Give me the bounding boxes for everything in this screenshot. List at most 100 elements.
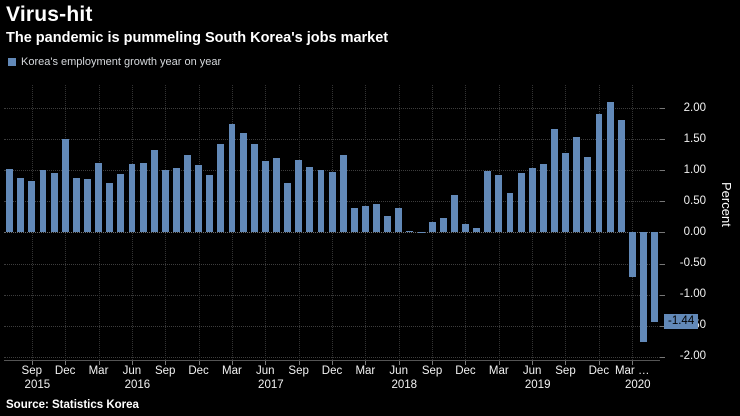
- plot-area: [4, 85, 660, 361]
- y-tick-label: 0.50: [683, 194, 706, 207]
- x-tick-mark: [465, 361, 467, 365]
- x-year-label: 2020: [624, 379, 651, 391]
- bar-may-2016: [117, 173, 125, 233]
- x-month-label: Mar: [488, 365, 509, 377]
- bar-oct-2017: [306, 167, 314, 233]
- x-tick-mark: [198, 361, 200, 365]
- y-tick-label: 2.00: [683, 101, 706, 114]
- bar-oct-2016: [173, 168, 180, 233]
- x-month-label: Sep: [421, 365, 443, 377]
- bar-sep-2018: [428, 221, 436, 233]
- x-tick-mark: [532, 361, 534, 365]
- x-tick-mark: [65, 361, 67, 365]
- chart-title: Virus-hit: [6, 3, 93, 26]
- x-year-label: 2017: [258, 379, 284, 391]
- x-month-label: Sep: [21, 365, 43, 377]
- bar-jan-2017: [206, 175, 214, 233]
- source-note: Source: Statistics Korea: [6, 399, 139, 411]
- x-month-label: Sep: [555, 365, 576, 377]
- bar-dec-2019: [595, 113, 603, 233]
- bar-feb-2019: [484, 171, 492, 233]
- bar-jan-2016: [72, 178, 80, 233]
- bar-aug-2015: [17, 178, 25, 233]
- y-tick-label: 1.00: [683, 163, 706, 176]
- bar-jul-2015: [6, 168, 14, 233]
- bar-mar-2019: [495, 174, 503, 233]
- bar-dec-2018: [462, 224, 469, 233]
- x-tick-mark: [498, 361, 500, 365]
- bar-dec-2016: [195, 165, 203, 233]
- bar-dec-2015: [61, 139, 69, 233]
- x-year-label: 2019: [524, 379, 551, 391]
- x-tick-mark: [165, 361, 167, 365]
- x-tick-mark: [131, 361, 133, 365]
- bar-jul-2017: [273, 157, 280, 233]
- bar-apr-2017: [239, 132, 247, 233]
- x-tick-mark: [265, 361, 267, 365]
- x-month-label: Dec: [188, 365, 209, 377]
- y-tick-label: 1.50: [683, 132, 706, 145]
- bar-jun-2016: [128, 164, 136, 233]
- bar-sep-2016: [161, 170, 169, 233]
- x-month-label: Mar: [222, 365, 242, 377]
- bar-aug-2018: [417, 231, 425, 233]
- x-month-label: Jun: [389, 365, 408, 377]
- x-month-label: Mar: [88, 365, 109, 377]
- x-axis: Sep Dec Mar Jun Sep Dec Mar Jun Sep Dec Mar Jun Sep D…: [4, 361, 664, 396]
- bar-oct-2019: [573, 136, 581, 233]
- bar-jul-2016: [139, 162, 147, 233]
- x-month-label: Jun: [122, 365, 142, 377]
- x-month-label: Mar …: [614, 365, 650, 377]
- bar-feb-2018: [350, 208, 358, 233]
- bar-sep-2017: [295, 159, 303, 233]
- bar-nov-2016: [184, 154, 191, 233]
- x-month-label: Dec: [321, 365, 343, 377]
- bar-jan-2018: [339, 154, 347, 233]
- x-tick-mark: [31, 361, 33, 365]
- x-month-label: Dec: [54, 365, 76, 377]
- y-tick-mark: [660, 170, 665, 172]
- x-tick-mark: [298, 361, 300, 365]
- y-tick-mark: [660, 201, 665, 203]
- bar-may-2018: [384, 215, 392, 233]
- x-month-label: Sep: [154, 365, 176, 377]
- x-tick-mark: [398, 361, 400, 365]
- y-tick-mark: [660, 232, 665, 234]
- last-value-badge: -1.44: [664, 314, 699, 330]
- bar-oct-2015: [39, 170, 47, 233]
- bar-nov-2015: [50, 172, 58, 233]
- x-month-label: Mar: [355, 365, 376, 377]
- bar-sep-2019: [562, 152, 570, 233]
- x-tick-mark: [598, 361, 600, 365]
- bar-nov-2018: [450, 194, 458, 233]
- bar-may-2017: [250, 144, 258, 233]
- x-month-label: Jun: [522, 365, 542, 377]
- legend-series-label: Korea's employment growth year on year: [21, 56, 222, 68]
- bar-aug-2016: [150, 150, 158, 233]
- bar-apr-2020: [639, 232, 647, 342]
- legend: Korea's employment growth year on year: [8, 56, 221, 68]
- bar-jan-2020: [606, 101, 614, 233]
- y-tick-label: -1.00: [679, 288, 706, 301]
- y-tick-mark: [660, 325, 665, 327]
- bar-mar-2016: [95, 162, 103, 233]
- y-tick-mark: [660, 108, 665, 110]
- y-axis-title: Percent: [719, 182, 734, 227]
- y-tick-label: -0.50: [679, 257, 706, 270]
- bar-aug-2017: [284, 182, 292, 233]
- bar-jul-2019: [539, 164, 547, 233]
- bar-apr-2018: [373, 203, 381, 233]
- bar-nov-2017: [317, 170, 325, 233]
- x-year-label: 2018: [391, 379, 418, 391]
- bar-mar-2018: [362, 206, 369, 233]
- v-gridline: [632, 85, 634, 360]
- y-tick-mark: [660, 356, 665, 358]
- y-tick-label: 0.00: [683, 225, 706, 238]
- x-tick-mark: [231, 361, 233, 365]
- y-tick-mark: [660, 263, 665, 265]
- bar-jan-2019: [473, 228, 481, 233]
- y-tick-mark: [660, 294, 665, 296]
- x-month-label: Sep: [288, 365, 309, 377]
- x-tick-mark: [432, 361, 434, 365]
